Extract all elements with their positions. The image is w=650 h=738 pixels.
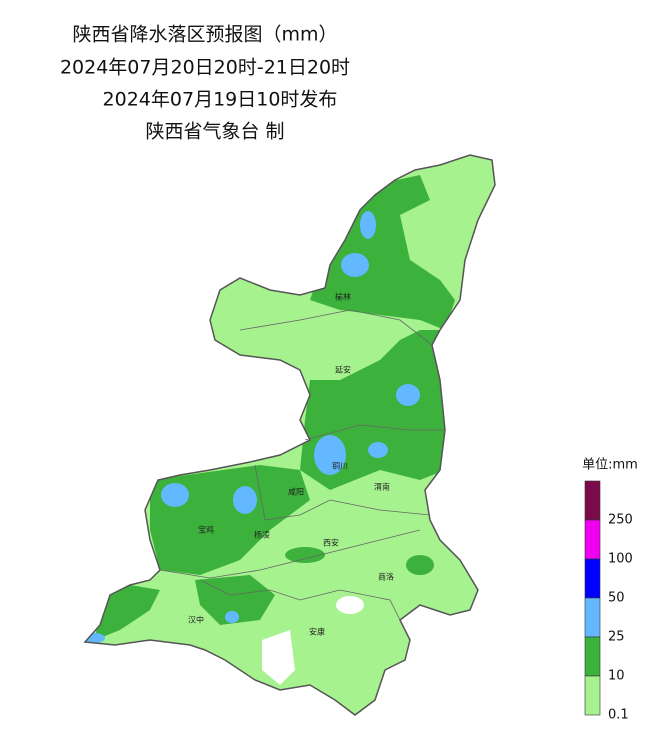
city-label: 延安 [335, 365, 351, 375]
legend-label: 50 [608, 591, 625, 606]
legend-label: 0.1 [608, 708, 629, 723]
legend-swatch [584, 480, 601, 521]
province-map [84, 154, 496, 716]
city-label: 咸阳 [288, 487, 304, 497]
city-label: 榆林 [335, 292, 351, 302]
issuer: 陕西省气象台 制 [145, 121, 284, 143]
forecast-period: 2024年07月20日20时-21日20时 [60, 57, 350, 79]
issue-time: 2024年07月19日10时发布 [103, 89, 338, 111]
city-label: 商洛 [378, 572, 394, 582]
city-label: 杨凌 [254, 530, 270, 540]
legend-swatch [584, 597, 601, 638]
legend-title: 单位:mm [582, 458, 638, 473]
legend-label: 100 [608, 552, 633, 567]
city-label: 宝鸡 [198, 525, 214, 535]
legend-swatch [584, 636, 601, 677]
legend-label: 25 [608, 630, 625, 645]
legend: 单位:mm 250 100 50 25 10 0.1 [582, 458, 638, 723]
city-label: 铜川 [332, 461, 348, 471]
city-label: 西安 [323, 538, 339, 548]
city-label: 渭南 [374, 482, 390, 492]
city-label: 安康 [309, 627, 325, 637]
legend-swatch [584, 675, 601, 716]
city-label: 汉中 [188, 615, 204, 625]
legend-label: 250 [608, 513, 633, 528]
city-labels: 榆林 延安 铜川 渭南 咸阳 宝鸡 杨凌 西安 商洛 汉中 安康 [188, 292, 394, 637]
boundaries [159, 309, 445, 621]
legend-swatch [584, 558, 601, 599]
map-title: 陕西省降水落区预报图（mm） [72, 24, 337, 46]
legend-swatch [584, 519, 601, 560]
rain-zones [85, 175, 455, 685]
legend-label: 10 [608, 669, 625, 684]
